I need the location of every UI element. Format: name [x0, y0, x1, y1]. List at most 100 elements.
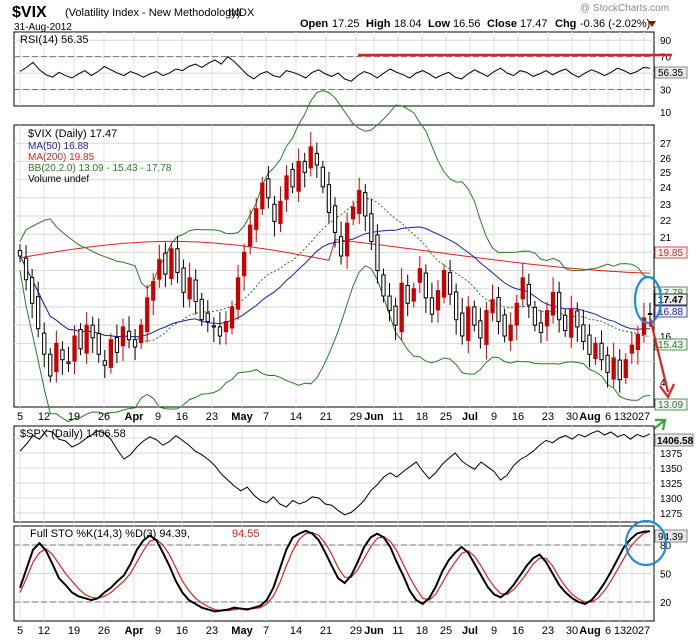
x-axis-label: 25: [440, 411, 452, 423]
x-axis-label: 16: [176, 411, 188, 423]
candle-body: [296, 160, 301, 192]
candle-body: [635, 333, 641, 351]
spx-tick-label: 1275: [660, 509, 683, 520]
candle-body: [217, 326, 223, 337]
candle-body: [254, 208, 259, 230]
chart-date: 31-Aug-2012: [14, 22, 72, 33]
vix-value-label: 15.43: [658, 340, 683, 351]
close-value: 17.47: [520, 18, 548, 30]
candle-body: [66, 361, 71, 364]
candle-body: [139, 324, 144, 344]
candle-body: [472, 306, 477, 326]
candle-body: [338, 236, 344, 257]
vix-value-label: 19.85: [658, 248, 683, 259]
candle-body: [490, 299, 495, 314]
x-axis-label: 27: [638, 411, 650, 423]
x-axis-label: 29: [350, 625, 362, 637]
spx-tick-label: 1300: [660, 494, 683, 505]
spx-line: [19, 430, 651, 516]
sto-last-value: 94.39: [658, 532, 683, 543]
vix-tick-label: 16: [660, 332, 672, 343]
open-label: Open: [300, 18, 328, 30]
x-axis-label: 14: [290, 625, 302, 637]
candle-body: [435, 290, 441, 311]
candle-body: [375, 234, 380, 272]
x-axis-label: 9: [155, 411, 161, 423]
spx-tick-label: 1350: [660, 464, 683, 475]
candle-body: [308, 146, 313, 169]
vix-tick-label: 26: [660, 154, 672, 165]
candle-body: [417, 268, 423, 283]
x-axis-label: May: [231, 411, 253, 423]
vix-value-label-box: [654, 398, 688, 411]
candle-body: [393, 305, 398, 326]
x-axis-label: 6: [605, 411, 611, 423]
x-axis-label: 29: [350, 411, 362, 423]
vix-tick-label: 10: [660, 108, 672, 119]
spx-panel-frame: [13, 425, 655, 523]
symbol-name: (Volatility Index - New Methodology): [65, 7, 240, 19]
spx-last-value: 1406.58: [657, 436, 694, 447]
candle-body: [78, 329, 83, 350]
candle-body: [405, 285, 410, 304]
candle-body: [163, 252, 168, 275]
candle-body: [157, 259, 162, 280]
candle-body: [345, 222, 350, 257]
x-axis-label: 23: [206, 625, 218, 637]
x-axis-label: Apr: [125, 411, 145, 423]
candle-body: [302, 160, 307, 173]
sto-k-line: [19, 529, 651, 613]
candle-body: [260, 182, 265, 210]
candle-body: [151, 281, 156, 301]
candle-body: [363, 192, 368, 217]
x-axis-label: 19: [68, 625, 80, 637]
candle-body: [593, 342, 598, 360]
candle-body: [581, 324, 586, 342]
rsi-panel-frame: [13, 31, 655, 107]
candle-body: [387, 295, 392, 312]
rsi-title: RSI(14) 56.35: [20, 34, 88, 46]
x-axis-label: 9: [491, 625, 497, 637]
vix-tick-label: 27: [660, 139, 672, 150]
sto-title: Full STO %K(14,3) %D(3) 94.39,: [30, 528, 190, 540]
x-axis-label: 13: [614, 411, 626, 423]
candle-body: [399, 282, 404, 333]
legend-ma200: MA(200) 19.85: [28, 152, 95, 163]
candle-body: [96, 333, 101, 355]
candle-body: [278, 200, 283, 225]
rsi-last-value: 56.35: [658, 68, 683, 79]
x-axis-label: 7: [263, 625, 269, 637]
candle-body: [320, 166, 326, 188]
rsi-line: [19, 56, 651, 82]
spx-panel: 140013751350132513001275 $SPX (Daily) 14…: [13, 425, 694, 523]
candle-body: [181, 267, 186, 293]
chg-value: -0.36 (-2.02%): [580, 18, 650, 30]
x-axis-label: 20: [626, 411, 638, 423]
candle-body: [235, 277, 241, 310]
x-axis-label: 11: [392, 625, 403, 637]
x-axis-label: Jun: [364, 625, 384, 637]
vix-tick-label: 22: [660, 216, 672, 227]
candle-body: [120, 326, 126, 347]
green-arrow-head: [655, 418, 667, 431]
low-label: Low: [428, 18, 450, 30]
x-axis-label: 7: [263, 411, 269, 423]
candle-body: [284, 175, 289, 200]
red-arrow-head: [659, 383, 675, 400]
candle-body: [72, 335, 77, 362]
candle-body: [460, 312, 465, 337]
candle-body: [205, 312, 210, 323]
x-axis-label: 6: [605, 625, 611, 637]
candle-body: [611, 357, 616, 380]
vix-value-label-box: [654, 305, 688, 318]
candle-body: [496, 297, 501, 322]
candle-body: [441, 270, 447, 298]
x-axis-label: 23: [206, 411, 218, 423]
candle-body: [526, 283, 532, 306]
candle-body: [557, 291, 562, 321]
x-axis-label: 12: [38, 625, 50, 637]
spx-title: $SPX (Daily) 1406.58: [20, 428, 126, 440]
candle-body: [587, 334, 592, 355]
candle-body: [199, 298, 204, 321]
legend-bb: BB(20,2.0) 13.09 - 15.43 - 17.78: [28, 163, 172, 174]
